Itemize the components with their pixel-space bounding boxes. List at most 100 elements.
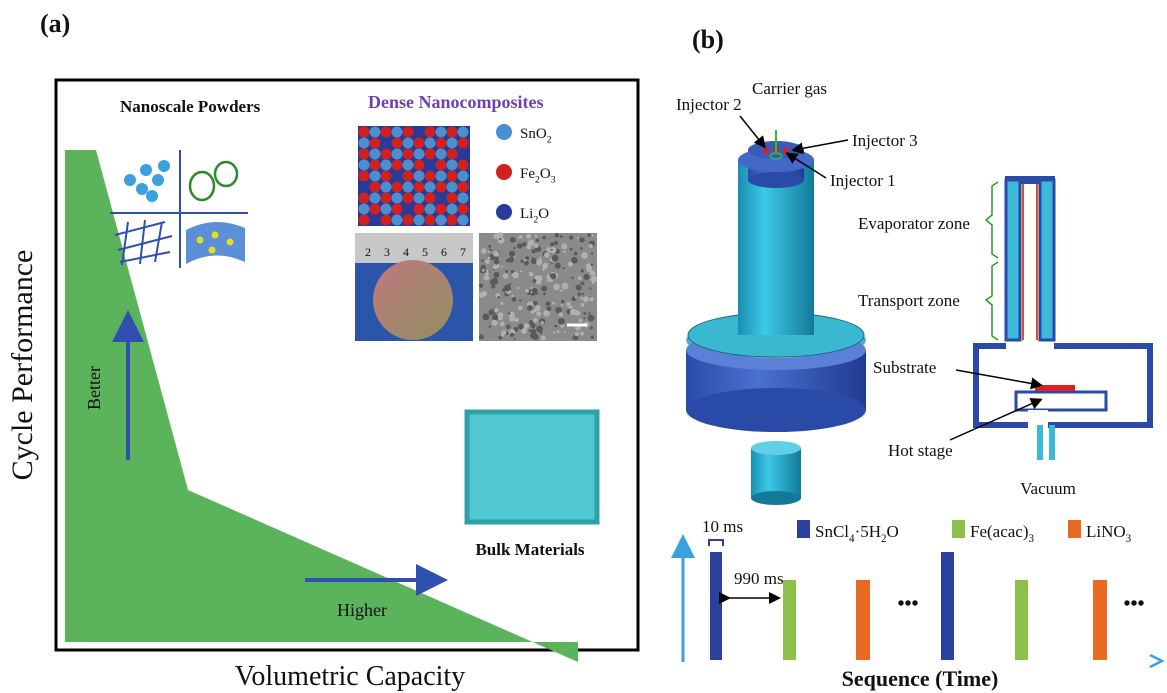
atom <box>435 214 447 226</box>
powder-icons <box>110 150 248 268</box>
grain <box>545 301 551 306</box>
grain <box>551 254 559 262</box>
grain <box>488 248 492 252</box>
text-part: SnO <box>520 126 547 142</box>
grain <box>507 312 511 315</box>
grain <box>493 259 500 265</box>
atom <box>358 192 370 204</box>
grain <box>566 301 571 307</box>
grain <box>481 248 487 254</box>
callout: Evaporator zone <box>858 214 970 233</box>
grain <box>554 262 561 269</box>
grain <box>530 309 535 314</box>
grain <box>546 279 550 283</box>
wafer <box>373 260 453 340</box>
axis-title: Sequence (Time) <box>842 666 999 691</box>
atom <box>435 181 447 193</box>
legend-sphere <box>496 164 512 180</box>
atom <box>391 170 403 182</box>
grain <box>478 283 484 288</box>
grain <box>574 332 579 337</box>
grain <box>587 314 595 322</box>
grain <box>543 309 550 317</box>
text-part: LiNO <box>1086 522 1126 541</box>
grain <box>583 311 587 315</box>
grain <box>517 243 523 249</box>
grain <box>540 321 544 325</box>
atom <box>369 214 381 226</box>
grain <box>569 235 574 240</box>
grain <box>509 236 516 243</box>
grain <box>528 240 532 244</box>
grain <box>492 314 499 321</box>
grain <box>514 317 519 323</box>
grain <box>531 257 535 261</box>
grain <box>519 235 523 239</box>
grain <box>591 281 594 285</box>
grain <box>554 233 560 238</box>
arrow-label: Higher <box>337 600 387 620</box>
subscript: 2 <box>535 175 540 186</box>
legend-label: SnCl4·5H2O <box>815 522 899 545</box>
grain <box>488 325 492 328</box>
grain <box>532 278 537 283</box>
grain <box>562 267 565 270</box>
grain <box>553 283 560 291</box>
legend-sphere <box>496 124 512 140</box>
lattice-image <box>358 126 470 226</box>
grain <box>520 259 524 263</box>
grain <box>567 261 574 267</box>
grain <box>587 233 592 237</box>
ruler <box>355 233 473 263</box>
grain <box>510 269 515 274</box>
atom <box>358 159 370 171</box>
grain <box>556 330 560 334</box>
atom <box>358 214 370 226</box>
grain <box>487 256 491 260</box>
grain <box>508 256 514 263</box>
atom <box>413 126 425 138</box>
subscript: 3 <box>1029 533 1035 545</box>
ruler-mark: 6 <box>441 245 447 259</box>
grain <box>505 258 510 263</box>
callout: Injector 3 <box>852 131 918 150</box>
grain <box>523 323 530 329</box>
atom <box>457 159 469 171</box>
axis-arrowhead <box>1149 653 1165 669</box>
atom <box>402 137 414 149</box>
grain <box>550 248 553 251</box>
grain <box>543 252 550 258</box>
atom <box>369 148 381 160</box>
grain <box>577 276 582 281</box>
grain <box>541 285 548 292</box>
grain <box>582 296 589 303</box>
grain <box>560 323 565 328</box>
grain <box>493 307 499 313</box>
atom <box>457 192 469 204</box>
callout: Hot stage <box>888 441 953 460</box>
grain <box>561 282 569 290</box>
performance-region <box>65 150 578 662</box>
text-part: Fe <box>520 166 535 182</box>
grain <box>554 324 558 328</box>
text-part: ·5H <box>855 522 881 541</box>
atom <box>402 170 414 182</box>
atom <box>391 181 403 193</box>
grain <box>523 260 529 266</box>
ellipsis: ••• <box>897 593 918 615</box>
grain <box>519 299 522 302</box>
grain <box>557 317 565 325</box>
grain <box>568 305 572 309</box>
grain <box>499 321 505 327</box>
grain <box>552 301 556 305</box>
atom <box>435 159 447 171</box>
grain <box>503 284 511 292</box>
grain <box>570 305 573 309</box>
grain <box>504 269 508 273</box>
grain <box>485 259 490 264</box>
atom <box>369 170 381 182</box>
grain <box>560 289 563 293</box>
atom <box>446 170 458 182</box>
atom <box>380 181 392 193</box>
